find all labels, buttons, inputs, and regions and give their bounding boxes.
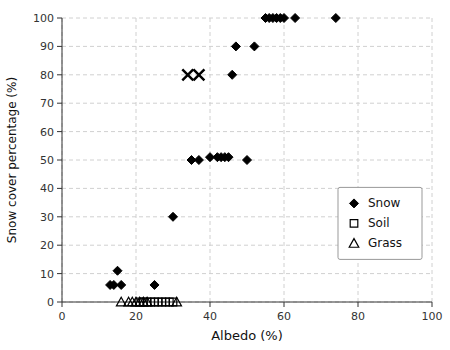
x-tick-label: 40 xyxy=(203,310,217,323)
y-tick xyxy=(57,216,62,217)
x-tick xyxy=(284,302,285,307)
legend-label: Snow xyxy=(368,196,401,210)
y-axis-label: Snow cover percentage (%) xyxy=(5,77,19,243)
y-tick xyxy=(57,46,62,47)
y-tick-label: 20 xyxy=(40,239,54,252)
legend-label: Grass xyxy=(368,236,402,250)
y-tick-label: 10 xyxy=(40,268,54,281)
x-tick-label: 60 xyxy=(277,310,291,323)
y-tick-label: 100 xyxy=(33,12,54,25)
x-tick-label: 100 xyxy=(422,310,443,323)
grid-line-x xyxy=(284,18,285,302)
legend-marker xyxy=(349,239,359,248)
y-tick-label: 80 xyxy=(40,69,54,82)
y-tick-label: 90 xyxy=(40,40,54,53)
grid-line-y xyxy=(62,103,432,104)
x-axis-label: Albedo (%) xyxy=(211,328,283,343)
chart: 0 20 40 60 80 100 0 10 20 30 40 50 60 70 80 90 100 Albedo… xyxy=(0,0,450,350)
legend: Snow Soil Grass xyxy=(338,187,422,259)
legend-label: Soil xyxy=(368,216,390,230)
grid xyxy=(62,18,432,302)
y-tick-label: 50 xyxy=(40,154,54,167)
point xyxy=(172,297,182,306)
legend-marker xyxy=(350,220,358,228)
y-tick xyxy=(57,103,62,104)
point xyxy=(231,42,240,51)
point xyxy=(280,14,289,23)
x-tick-label: 80 xyxy=(351,310,365,323)
point xyxy=(117,280,126,289)
y-tick xyxy=(57,273,62,274)
point xyxy=(291,14,300,23)
legend-box xyxy=(338,187,422,259)
point xyxy=(113,266,122,275)
y-tick xyxy=(57,131,62,132)
point xyxy=(150,280,159,289)
y-tick xyxy=(57,160,62,161)
y-tick-label: 30 xyxy=(40,211,54,224)
point xyxy=(224,153,233,162)
series xyxy=(182,69,204,80)
x-tick xyxy=(358,302,359,307)
y-tick xyxy=(57,18,62,19)
point xyxy=(169,212,178,221)
grid-line-y xyxy=(62,18,432,19)
y-tick-label: 70 xyxy=(40,97,54,110)
point xyxy=(142,297,152,306)
y-tick xyxy=(57,188,62,189)
x-tick-label: 20 xyxy=(129,310,143,323)
point xyxy=(331,14,340,23)
point xyxy=(250,42,259,51)
grid-line-y xyxy=(62,74,432,75)
y-tick xyxy=(57,302,62,303)
x-tick-label: 0 xyxy=(59,310,66,323)
y-tick-label: 40 xyxy=(40,182,54,195)
grid-line-y xyxy=(62,302,432,303)
axes: 0 20 40 60 80 100 0 10 20 30 40 50 60 70 80 90 100 xyxy=(33,12,443,323)
series xyxy=(106,14,341,290)
y-tick-label: 60 xyxy=(40,126,54,139)
y-tick xyxy=(57,245,62,246)
point xyxy=(194,156,203,165)
x-tick xyxy=(432,302,433,307)
series xyxy=(116,297,181,306)
point xyxy=(243,156,252,165)
series xyxy=(136,298,177,306)
point xyxy=(228,70,237,79)
x-tick xyxy=(62,302,63,307)
legend-marker xyxy=(350,199,359,208)
point xyxy=(193,69,204,80)
x-tick xyxy=(210,302,211,307)
y-tick-label: 0 xyxy=(47,296,54,309)
y-tick xyxy=(57,74,62,75)
point xyxy=(182,69,193,80)
grid-line-y xyxy=(62,131,432,132)
grid-line-y xyxy=(62,46,432,47)
x-axis-line xyxy=(62,302,432,303)
points xyxy=(106,14,341,306)
